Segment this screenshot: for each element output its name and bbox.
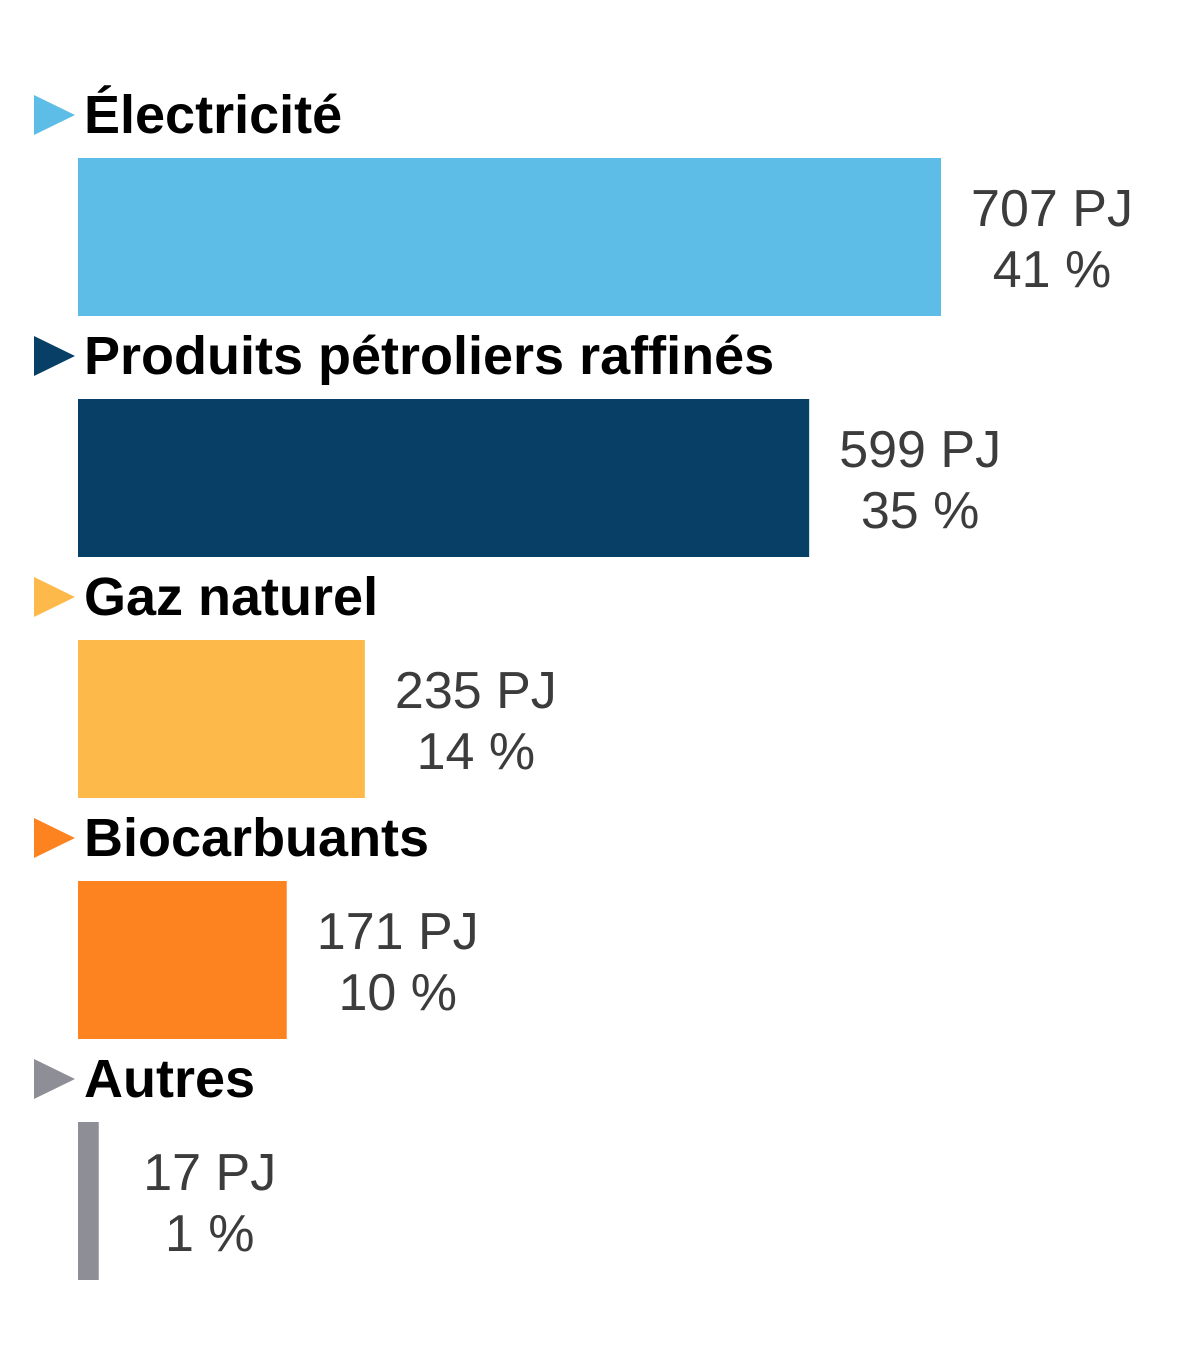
bar-gaz-naturel xyxy=(78,640,365,798)
bar-autres xyxy=(78,1122,99,1280)
bar-electricite xyxy=(78,158,941,316)
value-label: 707 PJ xyxy=(971,180,1133,238)
percent-label: 14 % xyxy=(417,723,536,781)
triangle-marker-icon xyxy=(34,1059,75,1099)
category-label: Gaz naturel xyxy=(84,567,378,627)
percent-label: 1 % xyxy=(165,1205,255,1263)
bar-biocarbuants xyxy=(78,881,287,1039)
category-label: Produits pétroliers raffinés xyxy=(84,326,774,386)
value-label: 17 PJ xyxy=(143,1144,276,1202)
row-autres: Autres 17 PJ1 % xyxy=(34,1049,276,1280)
category-label: Biocarbuants xyxy=(84,808,429,868)
percent-label: 10 % xyxy=(338,964,457,1022)
value-label: 235 PJ xyxy=(395,662,557,720)
percent-label: 35 % xyxy=(861,482,980,540)
category-label: Électricité xyxy=(84,85,342,145)
value-label: 599 PJ xyxy=(839,421,1001,479)
category-label: Autres xyxy=(84,1049,255,1109)
bar-produits-petroliers-raffines xyxy=(78,399,810,557)
triangle-marker-icon xyxy=(34,577,75,617)
percent-label: 41 % xyxy=(993,241,1112,299)
triangle-marker-icon xyxy=(34,336,75,376)
triangle-marker-icon xyxy=(34,95,75,135)
value-label: 171 PJ xyxy=(317,903,479,961)
triangle-marker-icon xyxy=(34,818,75,858)
